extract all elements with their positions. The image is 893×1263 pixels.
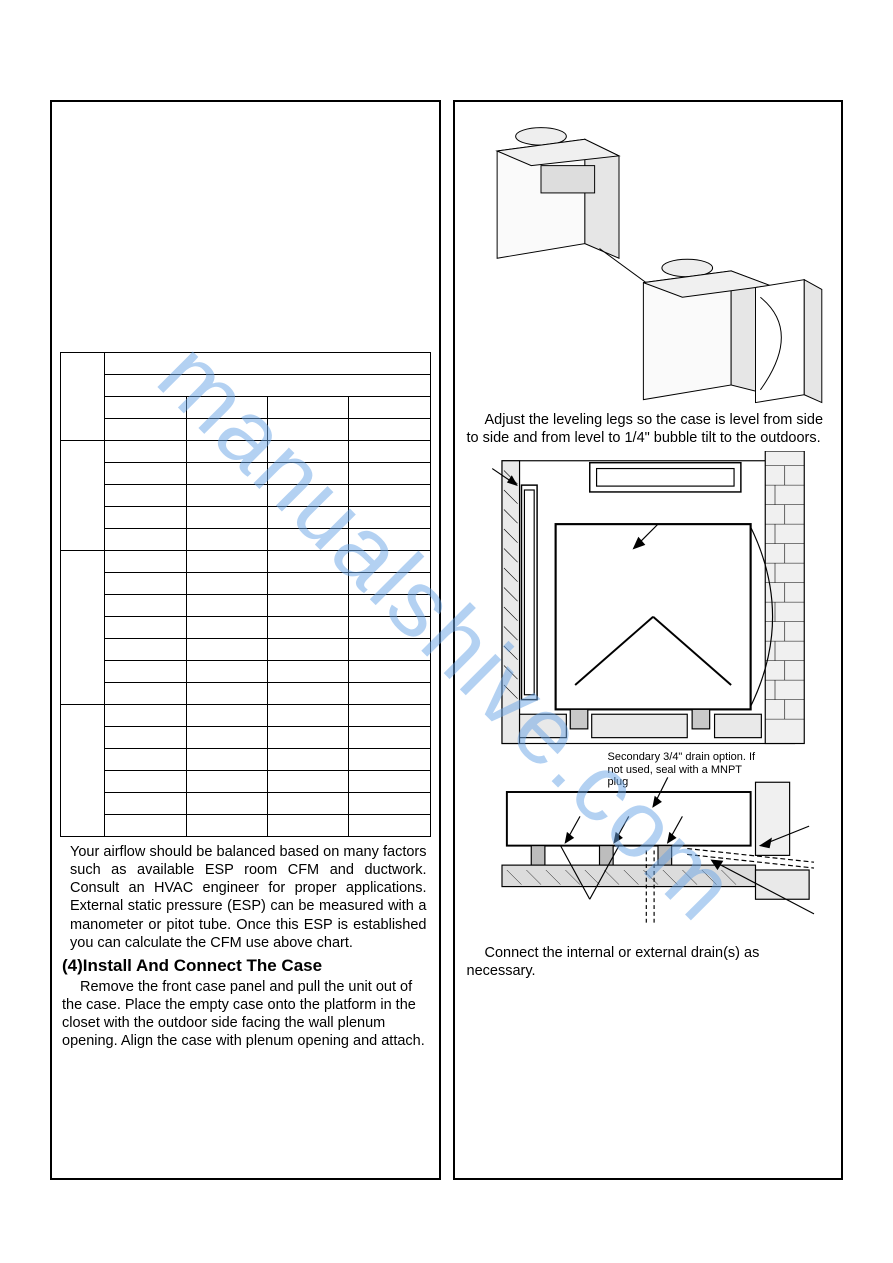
table-row bbox=[61, 419, 431, 441]
table-row bbox=[61, 793, 431, 815]
table-row bbox=[61, 551, 431, 573]
table-row bbox=[61, 815, 431, 837]
left-column: Your airflow should be balanced based on… bbox=[50, 100, 441, 1180]
airflow-table bbox=[60, 352, 431, 837]
table-row bbox=[61, 595, 431, 617]
table-row bbox=[61, 705, 431, 727]
left-top-spacer bbox=[60, 112, 431, 352]
section-4-body: Remove the front case panel and pull the… bbox=[60, 978, 431, 1051]
airflow-note: Your airflow should be balanced based on… bbox=[60, 837, 431, 954]
table-row bbox=[61, 661, 431, 683]
table-row bbox=[61, 441, 431, 463]
table-row bbox=[61, 485, 431, 507]
table-row bbox=[61, 771, 431, 793]
table-row bbox=[61, 353, 431, 375]
table-row bbox=[61, 573, 431, 595]
table-row bbox=[61, 617, 431, 639]
table-row bbox=[61, 749, 431, 771]
table-row bbox=[61, 529, 431, 551]
table-row bbox=[61, 375, 431, 397]
table-row bbox=[61, 397, 431, 419]
case-exploded-figure bbox=[463, 112, 834, 405]
table-row bbox=[61, 683, 431, 705]
table-row bbox=[61, 639, 431, 661]
table-row bbox=[61, 463, 431, 485]
table-row bbox=[61, 727, 431, 749]
right-column: Adjust the leveling legs so the case is … bbox=[453, 100, 844, 1180]
table-row bbox=[61, 507, 431, 529]
leveling-text: Adjust the leveling legs so the case is … bbox=[463, 405, 834, 451]
connect-drain-text: Connect the internal or external drain(s… bbox=[463, 938, 834, 984]
secondary-drain-label: Secondary 3/4" drain option. If not used… bbox=[608, 751, 758, 789]
plan-view-figure bbox=[463, 451, 834, 753]
section-4-heading: (4)Install And Connect The Case bbox=[60, 954, 431, 978]
